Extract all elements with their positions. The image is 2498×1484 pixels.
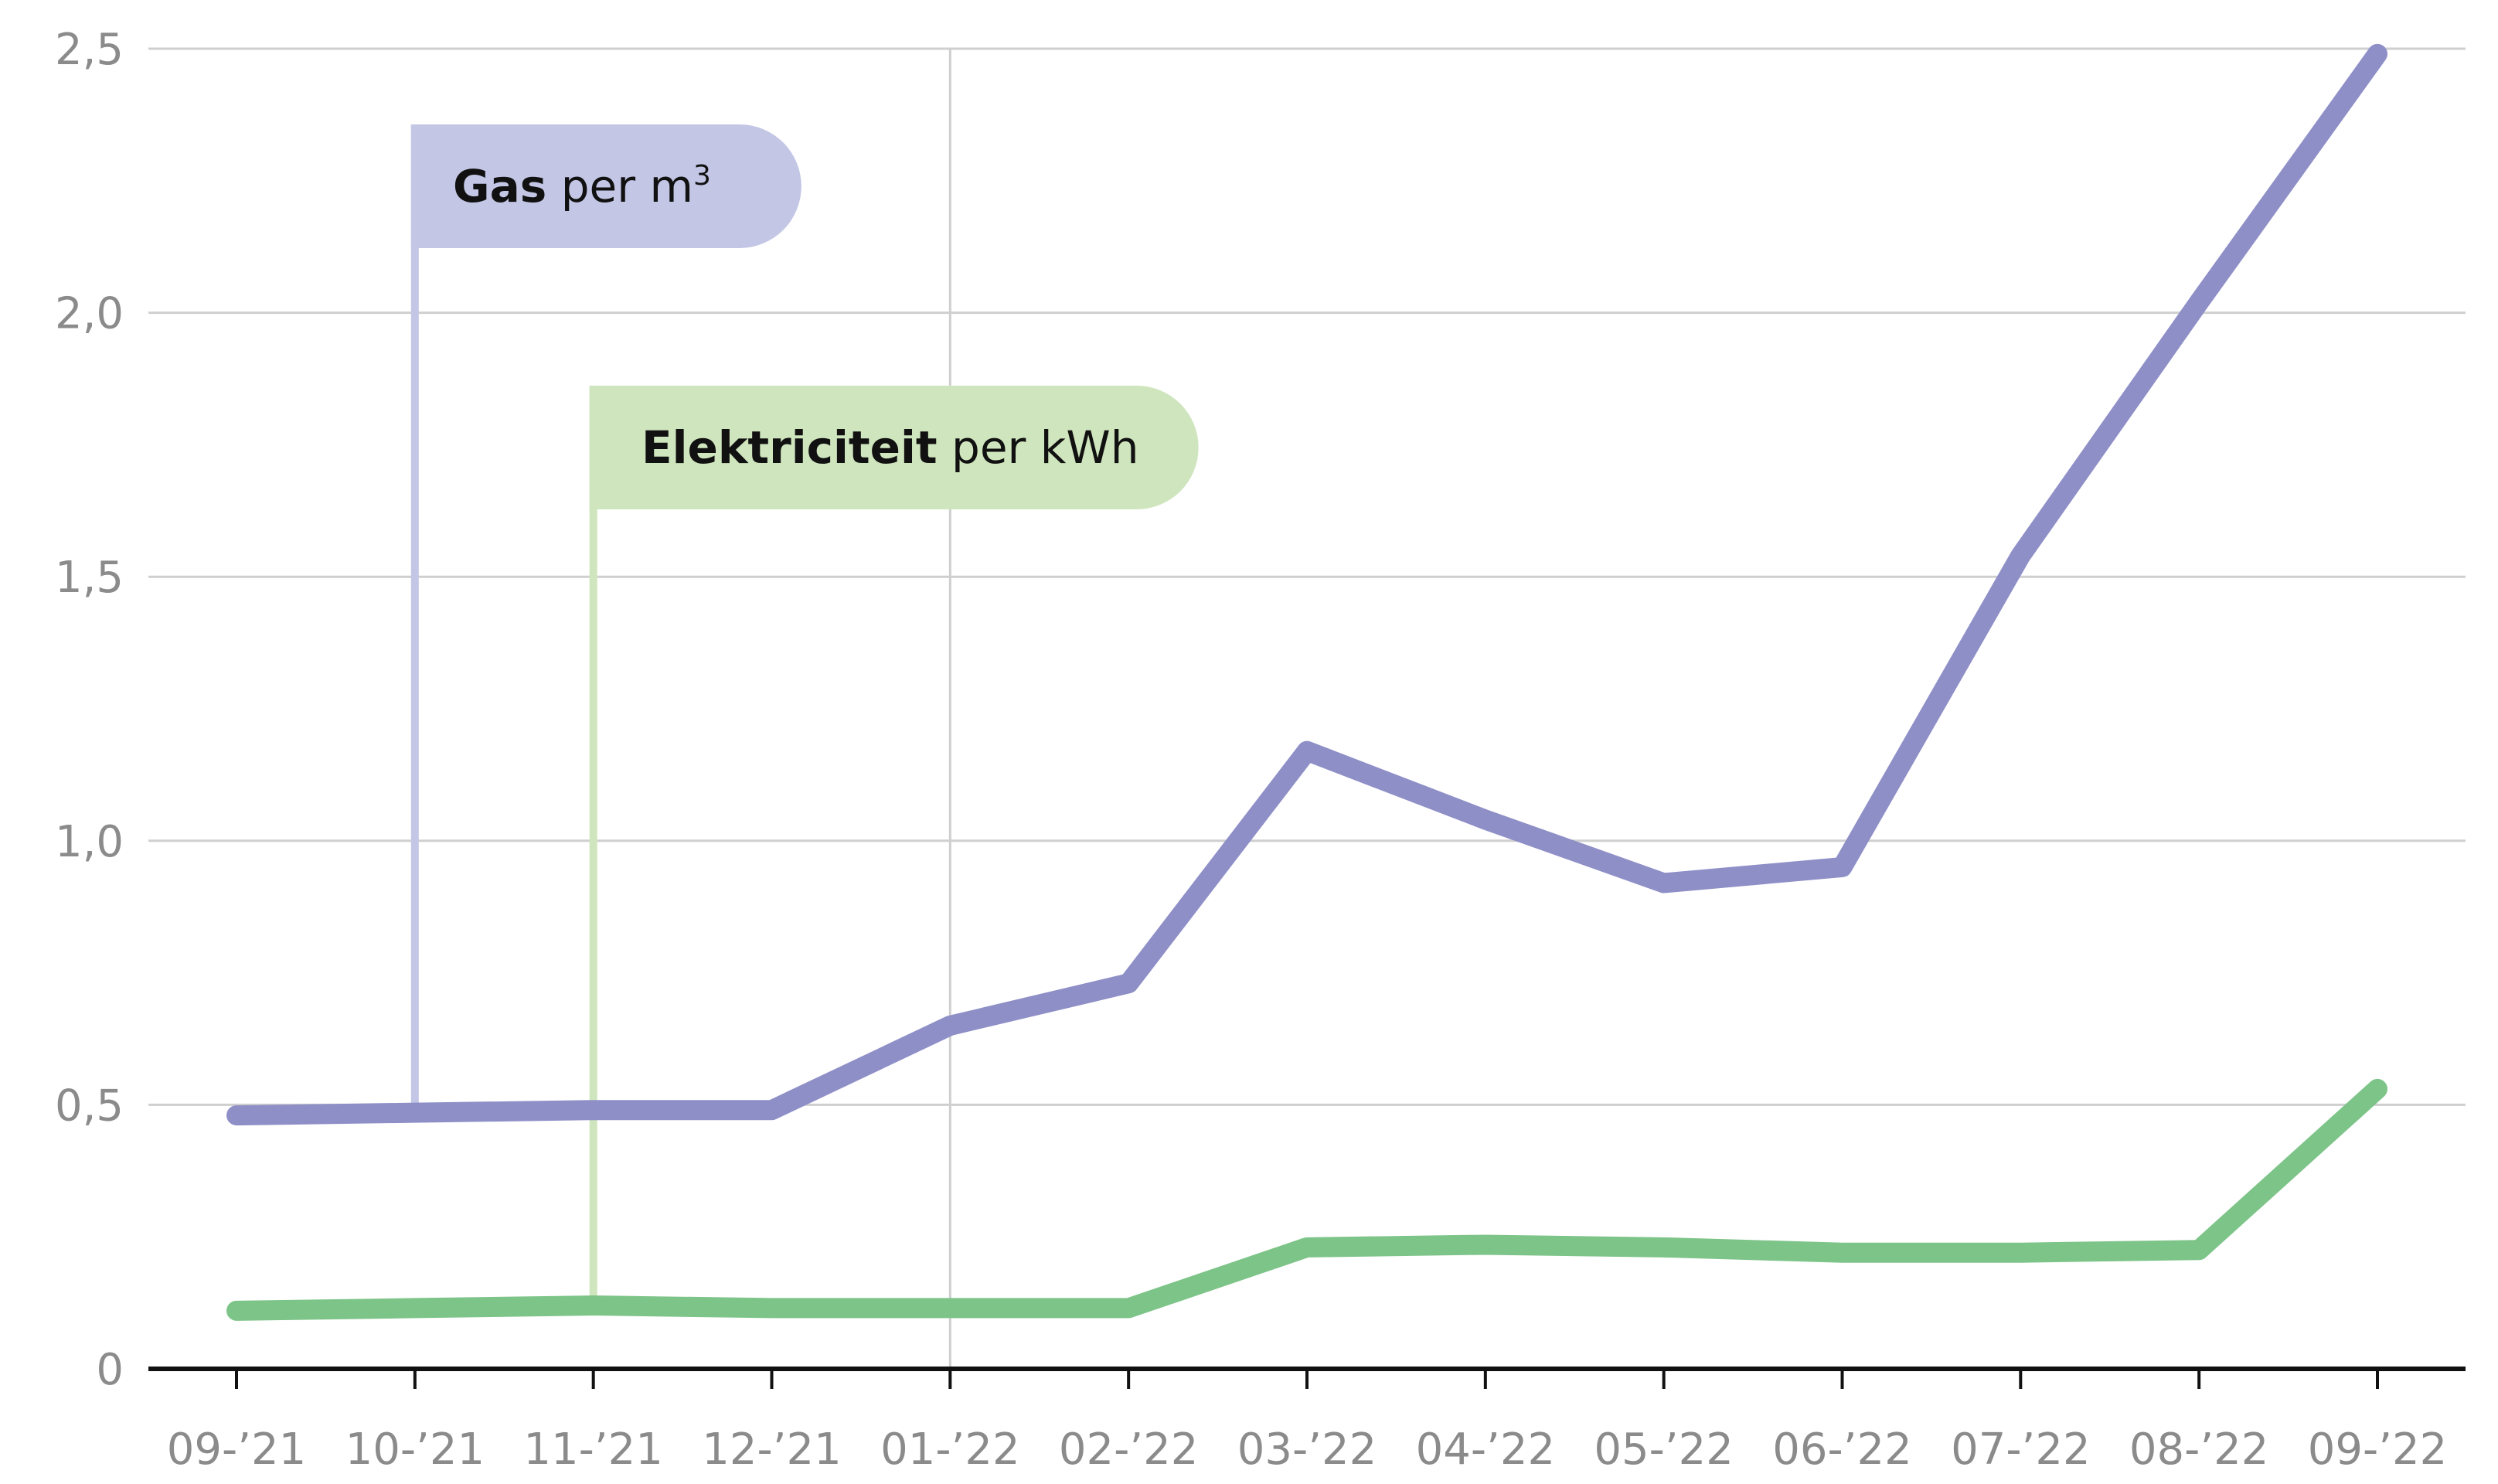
x-tick-label: 09-’21 — [167, 1424, 307, 1475]
x-tick-label: 09-’22 — [2308, 1424, 2448, 1475]
electricity-label-unit: per kWh — [938, 421, 1139, 474]
x-tick-label: 05-’22 — [1594, 1424, 1734, 1475]
y-tick-label: 0,5 — [55, 1081, 124, 1131]
y-tick-label: 0 — [96, 1345, 124, 1395]
y-tick-label: 2,5 — [55, 25, 124, 75]
x-axis — [148, 1367, 2466, 1389]
gas-series-label: Gas per m3 — [453, 160, 711, 213]
electricity-label-bold: Elektriciteit — [642, 421, 938, 474]
x-tick-label: 01-’22 — [880, 1424, 1020, 1475]
y-tick-label: 1,5 — [55, 553, 124, 603]
y-tick-labels: 0 0,5 1,0 1,5 2,0 2,5 — [55, 25, 124, 1395]
gas-callout: Gas per m3 — [410, 124, 801, 1105]
series-callouts: Gas per m3 Elektriciteit per kWh — [410, 124, 1199, 1298]
gas-label-superscript: 3 — [693, 160, 711, 192]
x-tick-label: 07-’22 — [1951, 1424, 2091, 1475]
x-tick-label: 06-’22 — [1772, 1424, 1912, 1475]
x-tick-label: 03-’22 — [1237, 1424, 1377, 1475]
x-tick-label: 12-’21 — [702, 1424, 842, 1475]
gas-label-bold: Gas — [453, 160, 546, 213]
gridlines — [148, 47, 2466, 1106]
series-lines — [226, 43, 2387, 1321]
y-tick-label: 1,0 — [55, 817, 124, 867]
x-tick-label: 08-’22 — [2129, 1424, 2269, 1475]
y-tick-label: 2,0 — [55, 289, 124, 339]
gas-label-unit: per m — [546, 160, 693, 213]
electricity-line — [226, 1078, 2387, 1321]
x-tick-label: 11-’21 — [523, 1424, 663, 1475]
x-tick-label: 04-’22 — [1416, 1424, 1556, 1475]
electricity-callout: Elektriciteit per kWh — [589, 386, 1199, 1298]
gas-callout-flag — [410, 124, 801, 248]
x-tick-label: 02-’22 — [1059, 1424, 1199, 1475]
electricity-callout-flag — [589, 386, 1199, 509]
x-tick-label: 10-’21 — [345, 1424, 485, 1475]
electricity-series-label: Elektriciteit per kWh — [642, 421, 1138, 474]
x-tick-labels: 09-’21 10-’21 11-’21 12-’21 01-’22 02-’22 03-’… — [167, 1424, 2448, 1475]
gas-line — [226, 43, 2387, 1126]
